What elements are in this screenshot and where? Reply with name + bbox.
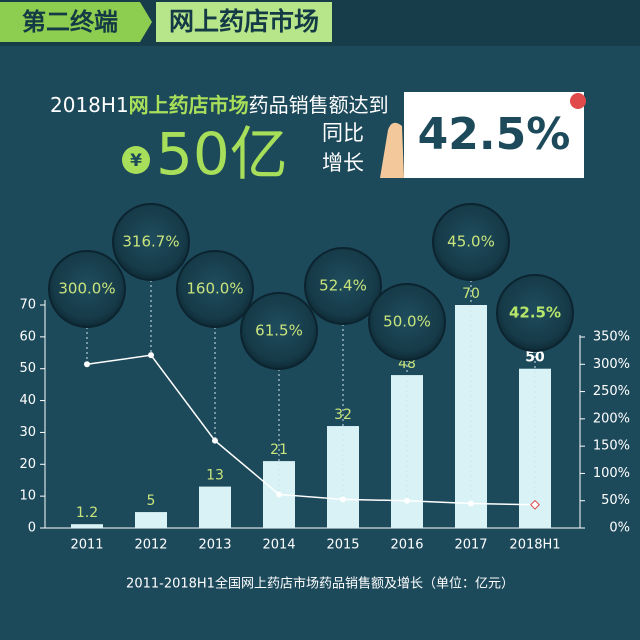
y-tick-label: 10 — [19, 489, 36, 504]
growth-line — [86, 354, 536, 506]
headline-suffix: 药品销售额达到 — [249, 93, 389, 117]
headline-prefix: 2018H1 — [50, 93, 129, 117]
x-tick-label: 2013 — [198, 538, 231, 553]
point — [404, 497, 410, 504]
growth-label: 300.0% — [58, 280, 115, 298]
amount: 50亿 — [156, 120, 288, 188]
y2-tick-label: 100% — [593, 466, 630, 481]
y-tick-label: 50 — [19, 361, 36, 376]
y2-tick-label: 200% — [593, 411, 630, 426]
y-tick-label: 70 — [19, 298, 36, 313]
headline: 2018H1网上药店市场药品销售额达到 — [50, 93, 389, 117]
bar — [199, 486, 231, 528]
bar-value-label: 1.2 — [76, 505, 98, 521]
bubble — [240, 292, 318, 370]
bubble — [176, 250, 254, 328]
y-tick-label: 60 — [19, 329, 36, 344]
topic-box — [156, 2, 332, 42]
x-tick-label: 2017 — [454, 538, 487, 553]
x-tick-label: 2011 — [70, 538, 103, 553]
growth-label: 增长 — [322, 151, 364, 175]
point — [148, 352, 154, 359]
growth-box — [404, 92, 584, 178]
bubble — [48, 250, 126, 328]
point — [530, 499, 540, 510]
x-tick-label: 2015 — [326, 538, 359, 553]
bar — [327, 426, 359, 528]
growth-value: 42.5% — [418, 109, 571, 160]
y-tick-label: 0 — [28, 521, 36, 536]
headline-highlight: 网上药店市场 — [129, 93, 249, 117]
x-tick-label: 2018H1 — [509, 538, 560, 553]
y-tick-label: 30 — [19, 425, 36, 440]
x-tick-label: 2012 — [134, 538, 167, 553]
bubble — [368, 283, 446, 361]
growth-label: 61.5% — [255, 322, 303, 340]
y2-tick-label: 300% — [593, 357, 630, 372]
growth-label: 160.0% — [186, 280, 243, 298]
section-box — [0, 2, 140, 42]
bubble — [496, 274, 574, 352]
y2-tick-label: 150% — [593, 439, 630, 454]
point — [468, 500, 474, 507]
growth-label: 42.5% — [509, 304, 561, 322]
arrow — [140, 2, 152, 42]
bubble — [304, 247, 382, 325]
bar — [135, 512, 167, 528]
growth-label: 52.4% — [319, 277, 367, 295]
y2-tick-label: 0% — [609, 521, 630, 536]
point — [84, 361, 90, 368]
y-tick-label: 40 — [19, 393, 36, 408]
bar-value-label: 5 — [147, 493, 156, 509]
topic: 网上药店市场 — [169, 7, 319, 36]
y2-tick-label: 350% — [593, 330, 630, 345]
bubble — [112, 203, 190, 281]
point — [212, 437, 218, 444]
section: 第二终端 — [22, 8, 118, 36]
y2-tick-label: 50% — [601, 493, 630, 508]
y2-tick-label: 250% — [593, 384, 630, 399]
y-tick-label: 20 — [19, 457, 36, 472]
growth-label: 50.0% — [383, 313, 431, 331]
x-tick-label: 2014 — [262, 538, 295, 553]
x-tick-label: 2016 — [390, 538, 423, 553]
caption: 2011-2018H1全国网上药店市场药品销售额及增长（单位：亿元） — [126, 576, 514, 592]
bubble — [432, 203, 510, 281]
growth-label: 同比 — [322, 121, 364, 145]
bar-value-label: 70 — [462, 286, 480, 302]
currency-badge — [122, 146, 150, 174]
hand — [380, 122, 404, 178]
point — [276, 491, 282, 498]
bar — [71, 524, 103, 528]
growth-label: 316.7% — [122, 233, 179, 251]
rosette — [570, 93, 586, 109]
bar-value-label: 13 — [206, 468, 224, 484]
point — [340, 496, 346, 503]
growth-label: 45.0% — [447, 233, 495, 251]
currency: ¥ — [130, 151, 142, 171]
